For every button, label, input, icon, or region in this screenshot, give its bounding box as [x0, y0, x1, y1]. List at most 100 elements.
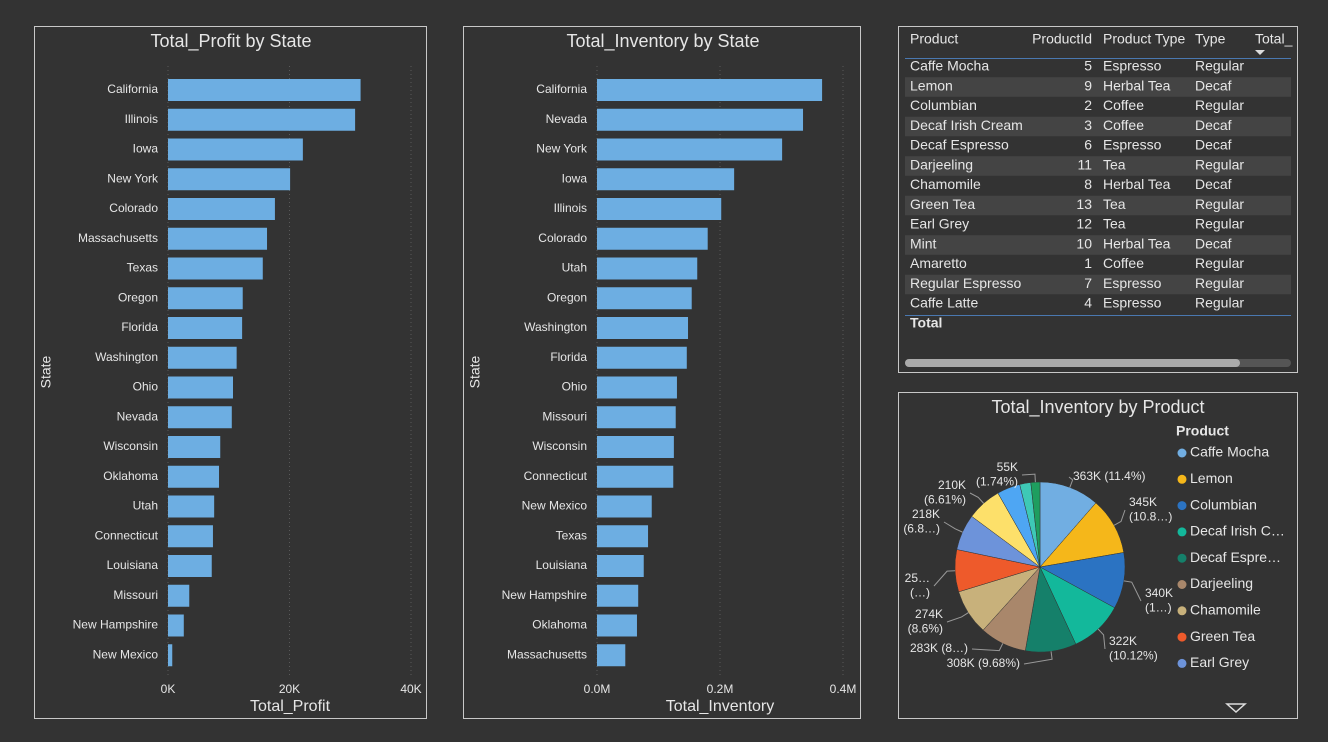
- legend-marker[interactable]: [1177, 448, 1187, 458]
- y-tick-label: Louisiana: [107, 558, 159, 572]
- sort-arrow[interactable]: [1255, 50, 1265, 55]
- column-header[interactable]: Product Type: [1103, 31, 1185, 47]
- bar[interactable]: [597, 257, 698, 280]
- bar[interactable]: [597, 644, 626, 667]
- legend-label[interactable]: Green Tea: [1190, 628, 1255, 644]
- x-tick-label: 0.0M: [584, 682, 611, 696]
- bar[interactable]: [168, 138, 303, 161]
- legend-label[interactable]: Chamomile: [1190, 602, 1261, 618]
- legend-label[interactable]: Lemon: [1190, 470, 1233, 486]
- y-tick-label: Colorado: [109, 201, 158, 215]
- bar[interactable]: [597, 555, 644, 577]
- y-axis-title: State: [38, 355, 54, 388]
- legend-marker[interactable]: [1177, 553, 1187, 563]
- bar[interactable]: [168, 614, 184, 637]
- bar[interactable]: [168, 168, 291, 191]
- bar[interactable]: [168, 465, 220, 488]
- row-band: [905, 274, 1291, 295]
- bar[interactable]: [168, 79, 361, 101]
- column-header[interactable]: ProductId: [1032, 31, 1092, 47]
- table-cell: 13: [1076, 196, 1092, 212]
- bar[interactable]: [597, 376, 677, 399]
- data-label: 322K: [1109, 634, 1137, 648]
- bar[interactable]: [168, 287, 243, 310]
- bar[interactable]: [168, 555, 212, 577]
- legend-marker[interactable]: [1177, 527, 1187, 537]
- table-cell: Espresso: [1103, 137, 1162, 153]
- bar[interactable]: [168, 644, 173, 667]
- bar[interactable]: [168, 346, 237, 369]
- bar[interactable]: [168, 436, 221, 458]
- table-cell: 8: [1084, 176, 1092, 192]
- y-tick-label: Florida: [121, 320, 158, 334]
- legend-scroll-arrow[interactable]: [1225, 703, 1247, 714]
- bar[interactable]: [168, 317, 243, 339]
- bar[interactable]: [597, 346, 687, 369]
- table-cell: Tea: [1103, 196, 1126, 212]
- column-header[interactable]: Type: [1195, 31, 1226, 47]
- table-cell: Mint: [910, 235, 937, 251]
- panel: [34, 26, 427, 719]
- bar[interactable]: [168, 108, 356, 131]
- y-tick-label: Oregon: [118, 290, 158, 304]
- column-header[interactable]: Total_: [1255, 31, 1293, 47]
- panel: [898, 26, 1298, 373]
- scrollbar-thumb[interactable]: [905, 359, 1240, 367]
- legend-label[interactable]: Caffe Mocha: [1190, 444, 1269, 460]
- bar[interactable]: [597, 227, 708, 250]
- bar[interactable]: [168, 584, 190, 607]
- table-cell: Regular: [1195, 255, 1244, 271]
- bar[interactable]: [597, 287, 692, 310]
- bar[interactable]: [597, 138, 783, 161]
- data-label: 340K: [1145, 586, 1173, 600]
- legend-marker[interactable]: [1177, 606, 1187, 616]
- bar[interactable]: [168, 198, 275, 220]
- legend-marker[interactable]: [1177, 658, 1187, 668]
- legend-label[interactable]: Earl Grey: [1190, 654, 1249, 670]
- y-tick-label: Colorado: [538, 231, 587, 245]
- bar[interactable]: [597, 406, 676, 429]
- bar[interactable]: [597, 614, 637, 637]
- bar[interactable]: [597, 525, 649, 548]
- bar[interactable]: [597, 317, 689, 339]
- legend-marker[interactable]: [1177, 580, 1187, 589]
- legend-label[interactable]: Columbian: [1190, 496, 1257, 512]
- y-tick-label: Oregon: [547, 290, 587, 304]
- y-tick-label: New York: [107, 171, 159, 185]
- bar[interactable]: [168, 376, 234, 399]
- y-tick-label: Wisconsin: [532, 439, 587, 453]
- bar[interactable]: [168, 525, 213, 548]
- bar[interactable]: [597, 168, 735, 191]
- y-tick-label: Oklahoma: [103, 469, 158, 483]
- y-tick-label: Texas: [556, 528, 587, 542]
- y-tick-label: California: [536, 82, 587, 96]
- y-tick-label: New Mexico: [522, 499, 588, 513]
- legend-marker[interactable]: [1177, 474, 1187, 484]
- leader-line: [946, 612, 969, 623]
- table-cell: 5: [1084, 58, 1092, 74]
- legend-label[interactable]: Darjeeling: [1190, 575, 1253, 591]
- legend-label[interactable]: Decaf Espre…: [1190, 549, 1281, 565]
- bar[interactable]: [168, 495, 215, 518]
- bar[interactable]: [168, 406, 232, 429]
- bar[interactable]: [597, 465, 674, 488]
- bar[interactable]: [597, 108, 804, 131]
- x-tick-label: 20K: [279, 682, 300, 696]
- column-header[interactable]: Product: [910, 31, 958, 47]
- bar[interactable]: [597, 198, 722, 220]
- y-tick-label: New York: [536, 142, 588, 156]
- legend-label[interactable]: Decaf Irish C…: [1190, 523, 1285, 539]
- bar[interactable]: [168, 227, 268, 250]
- bar[interactable]: [597, 495, 652, 518]
- bar[interactable]: [597, 436, 674, 458]
- legend-marker[interactable]: [1177, 632, 1187, 642]
- bar[interactable]: [597, 79, 823, 101]
- table-cell: Caffe Mocha: [910, 58, 989, 74]
- x-tick-label: 0K: [161, 682, 176, 696]
- panel: [898, 392, 1298, 719]
- bar[interactable]: [168, 257, 263, 280]
- bar[interactable]: [597, 584, 639, 607]
- y-tick-label: New Hampshire: [502, 588, 588, 602]
- legend-marker[interactable]: [1177, 501, 1187, 511]
- data-label: (…): [910, 586, 930, 600]
